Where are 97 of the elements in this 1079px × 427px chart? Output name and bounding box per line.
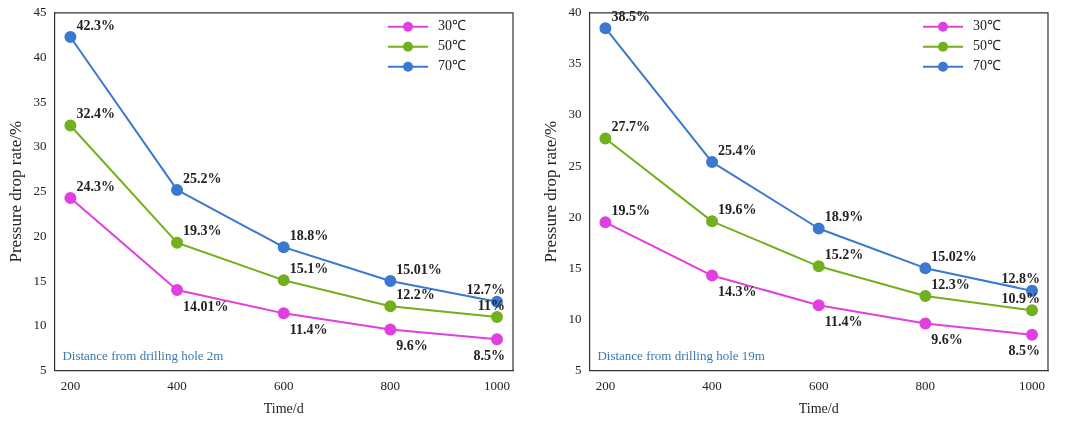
point xyxy=(64,30,77,43)
legend-label: 50℃ xyxy=(973,38,1001,54)
y-tick-label: 15 xyxy=(568,259,582,275)
data-label: 24.3% xyxy=(76,178,115,194)
data-label: 12.8% xyxy=(1001,271,1040,287)
y-tick-label: 30 xyxy=(33,138,47,154)
point xyxy=(812,222,825,235)
point xyxy=(812,260,825,273)
data-label: 19.6% xyxy=(718,201,757,217)
x-tick-label: 800 xyxy=(380,377,401,393)
legend-label: 30℃ xyxy=(973,18,1001,34)
x-tick-label: 600 xyxy=(808,377,829,393)
x-tick-label: 400 xyxy=(702,377,722,393)
data-label: 8.5% xyxy=(1008,343,1040,359)
y-tick-label: 35 xyxy=(568,55,582,71)
point xyxy=(706,156,719,169)
point xyxy=(599,22,612,35)
data-label: 11% xyxy=(477,297,505,313)
data-label: 15.01% xyxy=(396,261,442,277)
data-label: 12.3% xyxy=(931,276,970,292)
annotation: Distance from drilling hole 2m xyxy=(62,347,224,363)
y-tick-label: 5 xyxy=(39,362,47,378)
data-label: 18.8% xyxy=(289,227,329,243)
data-label: 14.3% xyxy=(718,284,757,300)
legend-label: 30℃ xyxy=(438,18,466,34)
data-label: 27.7% xyxy=(611,119,650,135)
point xyxy=(277,307,290,320)
point xyxy=(384,323,397,336)
x-tick-label: 200 xyxy=(60,377,81,393)
point xyxy=(599,132,612,145)
data-label: 11.4% xyxy=(289,321,328,337)
y-tick-label: 5 xyxy=(574,362,582,378)
data-label: 12.7% xyxy=(466,282,505,298)
point xyxy=(491,333,503,346)
legend-label: 70℃ xyxy=(973,58,1001,74)
data-label: 25.2% xyxy=(183,170,222,186)
x-tick-label: 600 xyxy=(273,377,294,393)
data-label: 19.5% xyxy=(611,202,650,218)
data-label: 14.01% xyxy=(183,298,229,314)
point xyxy=(384,300,397,313)
x-axis-title: Time/d xyxy=(798,401,839,417)
y-tick-label: 10 xyxy=(33,317,47,333)
point xyxy=(599,216,612,229)
point xyxy=(491,310,503,323)
data-label: 15.1% xyxy=(289,260,329,276)
point xyxy=(171,236,184,249)
point xyxy=(919,262,932,275)
point xyxy=(919,317,932,330)
point xyxy=(1026,304,1038,317)
x-axis-title: Time/d xyxy=(263,401,304,417)
point xyxy=(706,269,719,282)
data-label: 42.3% xyxy=(76,17,115,33)
point xyxy=(171,284,184,297)
y-tick-label: 40 xyxy=(568,4,582,20)
y-tick-label: 30 xyxy=(568,106,582,122)
point xyxy=(919,289,932,302)
y-tick-label: 25 xyxy=(33,183,47,199)
y-tick-label: 35 xyxy=(33,93,47,109)
point xyxy=(1026,328,1038,341)
data-label: 9.6% xyxy=(931,332,963,348)
y-tick-label: 20 xyxy=(33,227,47,243)
point xyxy=(277,274,290,287)
y-tick-label: 45 xyxy=(33,4,47,20)
point xyxy=(171,183,184,196)
x-tick-label: 400 xyxy=(167,377,187,393)
point xyxy=(64,119,77,132)
legend-label: 50℃ xyxy=(438,38,466,54)
x-tick-label: 1000 xyxy=(1019,377,1045,393)
point xyxy=(384,275,397,288)
point xyxy=(706,215,719,228)
data-label: 38.5% xyxy=(611,8,650,24)
data-label: 11.4% xyxy=(824,313,863,329)
data-label: 12.2% xyxy=(396,286,435,302)
data-label: 19.3% xyxy=(183,223,222,239)
data-label: 25.4% xyxy=(718,142,757,158)
annotation: Distance from drilling hole 19m xyxy=(597,347,765,363)
x-tick-label: 200 xyxy=(595,377,616,393)
data-label: 32.4% xyxy=(76,106,115,122)
data-label: 10.9% xyxy=(1001,290,1040,306)
data-label: 18.9% xyxy=(824,209,864,225)
y-tick-label: 10 xyxy=(568,310,582,326)
point xyxy=(64,191,77,204)
x-tick-label: 800 xyxy=(915,377,936,393)
legend-label: 70℃ xyxy=(438,58,466,74)
y-tick-label: 25 xyxy=(568,157,582,173)
y-tick-label: 20 xyxy=(568,208,582,224)
data-label: 15.2% xyxy=(824,246,864,262)
y-tick-label: 40 xyxy=(33,48,47,64)
y-tick-label: 15 xyxy=(33,272,47,288)
point xyxy=(277,241,290,254)
data-label: 9.6% xyxy=(396,338,428,354)
point xyxy=(812,299,825,312)
y-axis-title: Pressure drop rate/% xyxy=(540,120,560,263)
x-tick-label: 1000 xyxy=(484,377,510,393)
y-axis-title: Pressure drop rate/% xyxy=(5,120,25,263)
data-label: 8.5% xyxy=(473,347,505,363)
data-label: 15.02% xyxy=(931,248,977,264)
